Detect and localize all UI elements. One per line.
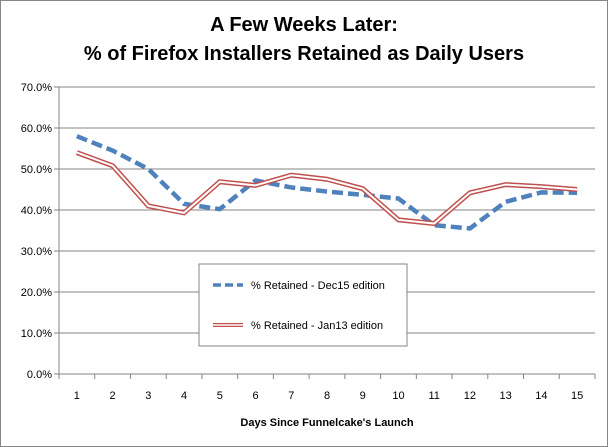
x-tick-label: 1 (74, 390, 80, 402)
x-tick-label: 14 (535, 390, 547, 402)
axes (54, 86, 596, 379)
legend-box (198, 263, 408, 347)
y-tick-label: 70.0% (21, 82, 52, 94)
y-tick-label: 20.0% (21, 287, 52, 299)
x-tick-label: 6 (252, 390, 258, 402)
x-tick-label: 15 (571, 390, 583, 402)
y-tick-label: 10.0% (21, 328, 52, 340)
y-tick-label: 0.0% (27, 369, 52, 381)
x-tick-label: 2 (110, 390, 116, 402)
series-line-jan13-inner (76, 151, 578, 225)
x-tick-label: 5 (217, 390, 223, 402)
x-tick-label: 11 (428, 390, 439, 402)
x-tick-label: 7 (288, 390, 294, 402)
x-tick-label: 4 (181, 390, 187, 402)
series-lines (76, 134, 578, 231)
series-line-jan13 (76, 150, 578, 227)
chart-title-line-1: A Few Weeks Later: (210, 14, 398, 36)
x-tick-label: 12 (464, 390, 476, 402)
y-axis-tick-labels: 0.0% 10.0% 20.0% 30.0% 40.0% 50.0% 60.0% 70.0% (21, 82, 52, 381)
series-2 (76, 150, 578, 227)
legend: % Retained - Dec15 edition % Retained - J… (198, 263, 408, 347)
x-tick-label: 10 (392, 390, 404, 402)
y-tick-label: 60.0% (21, 123, 52, 135)
legend-label: % Retained - Jan13 edition (251, 320, 383, 332)
series-line-dec15 (76, 134, 578, 231)
chart-title-line-2: % of Firefox Installers Retained as Dail… (83, 43, 525, 65)
x-tick-label: 13 (500, 390, 512, 402)
legend-label: % Retained - Dec15 edition (251, 280, 385, 292)
series-1 (76, 134, 578, 231)
chart-title: A Few Weeks Later: % of Firefox Installe… (1, 11, 607, 69)
x-tick-label: 3 (145, 390, 151, 402)
legend-item: % Retained - Dec15 edition (213, 280, 385, 292)
y-tick-label: 40.0% (21, 205, 52, 217)
y-tick-label: 30.0% (21, 246, 52, 258)
x-tick-label: 8 (324, 390, 330, 402)
legend-item: % Retained - Jan13 edition (213, 320, 383, 332)
x-tick-label: 9 (360, 390, 366, 402)
y-tick-label: 50.0% (21, 164, 52, 176)
gridlines (59, 86, 595, 334)
x-axis-title: Days Since Funnelcake's Launch (240, 417, 413, 429)
x-axis-tick-labels: 1 2 3 4 5 6 7 8 9 10 11 12 13 14 15 (74, 390, 583, 402)
